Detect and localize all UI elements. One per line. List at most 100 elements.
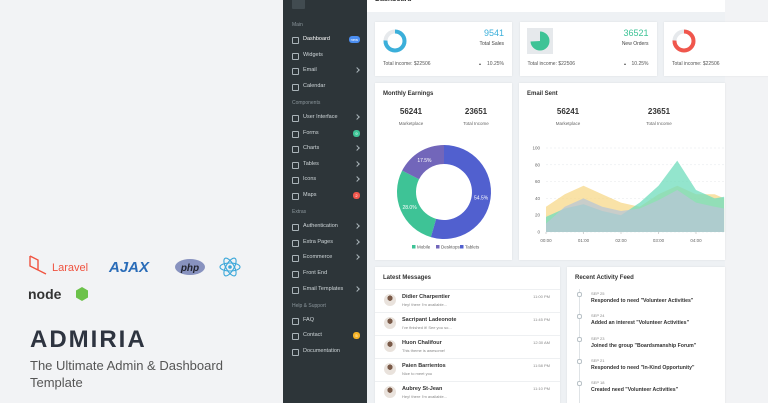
stat-arrow	[623, 63, 626, 65]
menu-label: Dashboard	[303, 36, 330, 42]
menu-badge: 9	[353, 129, 360, 137]
menu-item[interactable]: Documentation	[283, 346, 367, 357]
x-tick-label: 04:00	[690, 238, 702, 243]
kpi-value: 23651	[464, 107, 488, 116]
section-header: Extras	[292, 209, 307, 216]
message-row[interactable]: Sacripant Ladeonote I've finished it! See…	[375, 312, 560, 335]
menu-label: Maps	[303, 192, 317, 198]
menu-item[interactable]: Email Templates	[283, 284, 367, 295]
message-time: 11:45 PM	[533, 317, 550, 322]
icon-arc	[672, 29, 696, 53]
card-title: Latest Messages	[383, 275, 432, 281]
stat-icon	[526, 28, 553, 54]
menu-item[interactable]: Email	[283, 65, 367, 76]
activity-date: SEP 24	[591, 313, 605, 319]
activity-text: Joined the group "Boardsmanship Forum"	[591, 342, 697, 349]
legend-label: Tablets	[465, 245, 480, 250]
stat-value: 9541	[483, 28, 504, 38]
menu-icon	[292, 333, 299, 341]
activity-card: Recent Activity Feed SEP 25 Responded to n…	[567, 267, 725, 403]
menu-label: Documentation	[303, 348, 340, 354]
menu-item[interactable]: User Interface	[283, 112, 367, 123]
menu-item[interactable]: Contact 5	[283, 330, 367, 341]
tech-logos: Laravel AJAX php node	[28, 255, 241, 302]
sender-name: Paien Barrientos	[402, 363, 446, 369]
stat-income: Total income: $22506	[383, 61, 431, 67]
message-preview: Nice to meet you	[402, 371, 433, 376]
menu-icon	[292, 224, 299, 232]
menu-icon	[292, 286, 299, 294]
menu-item[interactable]: Widgets	[283, 50, 367, 61]
menu-chevron	[354, 114, 360, 120]
menu-item[interactable]: Maps 2	[283, 190, 367, 201]
card-title: Email Sent	[527, 91, 558, 97]
menu-icon	[292, 317, 299, 325]
react-core	[228, 265, 232, 269]
kpi-value: 23651	[647, 107, 671, 116]
menu-icon	[292, 115, 299, 122]
avatar	[384, 340, 396, 352]
menu-item[interactable]: Calendar	[283, 81, 367, 92]
menu-item[interactable]: Tables	[283, 159, 367, 170]
menu-icon	[292, 193, 299, 200]
tech-node: node	[28, 286, 62, 302]
donut-segment	[402, 145, 444, 180]
sender-name: Sacripant Ladeonote	[402, 317, 457, 323]
react-orbit	[219, 262, 241, 272]
activity-text: Added an interest "Volunteer Activities"	[591, 320, 690, 327]
menu-label: Forms	[303, 129, 319, 136]
menu-label: Email	[303, 67, 317, 74]
timeline-dot	[577, 381, 582, 387]
menu-item[interactable]: Icons	[283, 174, 367, 185]
area-chart: 0 20 40 60 80 100 00:00 01:00 02:00 03:00 04:00	[532, 146, 725, 243]
menu-item[interactable]: Forms 9	[283, 128, 367, 139]
stat-icon	[672, 29, 696, 53]
menu-label: User Interface	[303, 114, 338, 120]
sender-name: Didier Charpentier	[402, 294, 450, 300]
menu-item[interactable]: FAQ	[283, 315, 367, 326]
menu-chevron	[354, 160, 360, 167]
stat-card: 36521 New Orders Total income: $22506 10.25…	[519, 22, 657, 76]
menu-icon	[292, 161, 299, 169]
menu-item[interactable]: Front End	[283, 268, 367, 279]
laravel-icon	[29, 255, 47, 275]
segment-label: 17.5%	[417, 158, 432, 164]
menu-item[interactable]: Dashboard new	[283, 34, 367, 45]
menu-icon	[292, 146, 299, 154]
menu-icon	[292, 83, 299, 91]
menu-item[interactable]: Ecommerce	[283, 252, 367, 263]
menu-label: Icons	[303, 176, 317, 183]
menu-label: Widgets	[303, 51, 323, 58]
message-row[interactable]: Aubrey St-Jean Hey! there I'm available..…	[375, 381, 560, 403]
stat-label: New Orders	[621, 41, 649, 47]
activity-text: Responded to need "In-Kind Opportunity"	[591, 364, 695, 371]
menu-label: Calendar	[303, 82, 326, 89]
page-header: Dashboard	[367, 0, 725, 12]
stat-income: Total income: $22506	[527, 61, 576, 67]
tech-php: php	[180, 263, 199, 274]
y-tick-label: 20	[535, 213, 541, 218]
stat-change: 10.25%	[631, 61, 649, 67]
menu-badge: 2	[353, 192, 360, 199]
menu-label: Contact	[303, 332, 322, 339]
menu-item[interactable]: Charts	[283, 143, 367, 154]
card-title: Recent Activity Feed	[575, 275, 634, 281]
legend-swatch	[412, 245, 416, 249]
message-row[interactable]: Didier Charpentier Hey! there I'm availab…	[375, 289, 560, 312]
menu-icon	[292, 239, 299, 247]
section-header: Help & Support	[292, 302, 326, 309]
message-row[interactable]: Huon Chalifour This theme is awesome! 12:3…	[375, 335, 560, 358]
menu-label: Authentication	[303, 223, 338, 230]
message-row[interactable]: Paien Barrientos Nice to meet you 11:58 PM	[375, 358, 560, 381]
menu-icon	[292, 130, 299, 138]
y-tick-label: 80	[535, 162, 541, 167]
kpi-label: Marketplace	[555, 121, 581, 126]
menu-item[interactable]: Extra Pages	[283, 237, 367, 248]
messages-card: Latest Messages Didier Charpentier Hey! th…	[375, 267, 560, 403]
sender-name: Aubrey St-Jean	[402, 386, 443, 392]
message-time: 12:30 AM	[533, 340, 550, 345]
menu-item[interactable]: Authentication	[283, 221, 367, 232]
stat-value: 36521	[623, 28, 649, 38]
menu-icon	[292, 37, 299, 44]
